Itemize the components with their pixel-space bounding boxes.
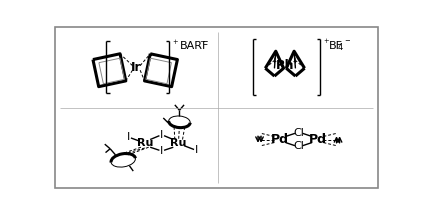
Text: Rh: Rh [276, 59, 294, 72]
Text: I: I [160, 130, 163, 140]
Text: I: I [127, 132, 130, 142]
Text: Pd: Pd [271, 133, 288, 146]
Text: I: I [160, 146, 163, 156]
Text: Pd: Pd [309, 133, 327, 146]
FancyBboxPatch shape [55, 27, 378, 188]
Text: Cl: Cl [294, 141, 304, 151]
Text: 4: 4 [338, 43, 343, 52]
Text: Cl: Cl [294, 128, 304, 138]
Text: $^+$: $^+$ [171, 39, 179, 49]
Text: Ru: Ru [137, 138, 153, 148]
Text: $^-$: $^-$ [198, 39, 206, 49]
Text: $^+$: $^+$ [322, 38, 330, 48]
Text: Ir: Ir [131, 61, 142, 74]
Text: $^-$: $^-$ [343, 38, 351, 48]
Text: Ru: Ru [170, 138, 187, 148]
Text: BF: BF [329, 41, 343, 50]
Text: BARF: BARF [179, 41, 209, 51]
Text: I: I [195, 145, 198, 155]
